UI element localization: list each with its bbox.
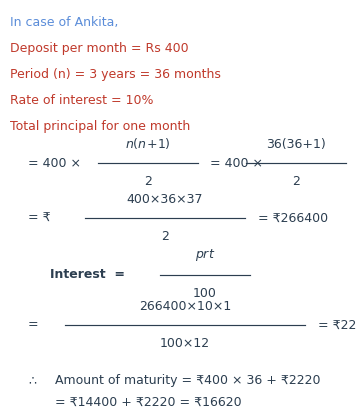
Text: = 400 ×: = 400 ×	[28, 157, 81, 169]
Text: 2: 2	[292, 175, 300, 188]
Text: 2: 2	[161, 230, 169, 243]
Text: Period (n) = 3 years = 36 months: Period (n) = 3 years = 36 months	[10, 68, 221, 81]
Text: Rate of interest = 10%: Rate of interest = 10%	[10, 94, 154, 107]
Text: = 400 ×: = 400 ×	[210, 157, 263, 169]
Text: 2: 2	[144, 175, 152, 188]
Text: 100×12: 100×12	[160, 337, 210, 350]
Text: 400×36×37: 400×36×37	[127, 193, 203, 206]
Text: 266400×10×1: 266400×10×1	[139, 300, 231, 313]
Text: Deposit per month = Rs 400: Deposit per month = Rs 400	[10, 42, 188, 55]
Text: =: =	[28, 318, 39, 332]
Text: = ₹2220: = ₹2220	[318, 318, 357, 332]
Text: = ₹: = ₹	[28, 211, 51, 225]
Text: Interest  =: Interest =	[50, 269, 125, 281]
Text: Amount of maturity = ₹400 × 36 + ₹2220: Amount of maturity = ₹400 × 36 + ₹2220	[55, 374, 321, 387]
Text: Total principal for one month: Total principal for one month	[10, 120, 190, 133]
Text: In case of Ankita,: In case of Ankita,	[10, 16, 119, 29]
Text: ∴: ∴	[28, 374, 36, 387]
Text: 100: 100	[193, 287, 217, 300]
Text: 36(36+1): 36(36+1)	[266, 138, 326, 151]
Text: = ₹266400: = ₹266400	[258, 211, 328, 225]
Text: = ₹14400 + ₹2220 = ₹16620: = ₹14400 + ₹2220 = ₹16620	[55, 396, 242, 409]
Text: $prt$: $prt$	[195, 247, 215, 263]
Text: $n(n\!+\!1)$: $n(n\!+\!1)$	[125, 136, 171, 151]
